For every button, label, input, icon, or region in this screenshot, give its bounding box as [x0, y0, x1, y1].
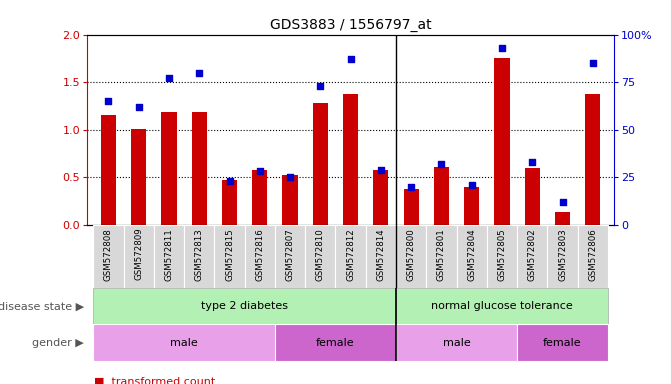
Point	[587, 60, 598, 66]
Text: male: male	[443, 338, 470, 348]
Text: GSM572803: GSM572803	[558, 228, 567, 281]
Text: GSM572804: GSM572804	[467, 228, 476, 281]
Bar	[93, 324, 275, 361]
Bar	[396, 324, 517, 361]
Text: GSM572813: GSM572813	[195, 228, 204, 281]
Text: GSM572806: GSM572806	[588, 228, 597, 281]
Point	[224, 178, 235, 184]
Point	[254, 168, 265, 174]
Bar	[123, 225, 154, 288]
Bar	[517, 324, 608, 361]
Point	[194, 70, 205, 76]
Bar	[245, 225, 275, 288]
Bar	[366, 225, 396, 288]
Bar	[305, 225, 336, 288]
Text: GSM572800: GSM572800	[407, 228, 415, 281]
Bar	[214, 225, 245, 288]
Text: type 2 diabetes: type 2 diabetes	[201, 301, 288, 311]
Bar	[275, 225, 305, 288]
Bar	[585, 94, 601, 225]
Point	[466, 182, 477, 188]
Bar	[396, 225, 426, 288]
Bar	[517, 225, 548, 288]
Point	[346, 56, 356, 62]
Bar	[495, 58, 509, 225]
Point	[557, 199, 568, 205]
Title: GDS3883 / 1556797_at: GDS3883 / 1556797_at	[270, 18, 431, 32]
Text: female: female	[316, 338, 355, 348]
Bar	[548, 225, 578, 288]
Bar	[373, 170, 389, 225]
Bar	[525, 168, 539, 225]
Text: GSM572811: GSM572811	[164, 228, 174, 281]
Point	[376, 166, 386, 172]
Bar	[456, 225, 487, 288]
Bar	[162, 111, 176, 225]
Text: GSM572801: GSM572801	[437, 228, 446, 281]
Bar	[403, 189, 419, 225]
Point	[285, 174, 295, 180]
Bar	[434, 167, 449, 225]
Text: GSM572810: GSM572810	[316, 228, 325, 281]
Bar	[184, 225, 214, 288]
Bar	[464, 187, 479, 225]
Point	[436, 161, 447, 167]
Text: GSM572814: GSM572814	[376, 228, 385, 281]
Bar	[93, 288, 396, 324]
Text: GSM572809: GSM572809	[134, 228, 143, 280]
Bar	[426, 225, 456, 288]
Text: GSM572807: GSM572807	[286, 228, 295, 281]
Bar	[101, 115, 116, 225]
Text: normal glucose tolerance: normal glucose tolerance	[431, 301, 573, 311]
Text: GSM572808: GSM572808	[104, 228, 113, 281]
Point	[315, 83, 325, 89]
Bar	[282, 175, 298, 225]
Text: female: female	[544, 338, 582, 348]
Bar	[252, 169, 267, 225]
Text: gender ▶: gender ▶	[32, 338, 84, 348]
Bar	[313, 103, 328, 225]
Text: GSM572815: GSM572815	[225, 228, 234, 281]
Point	[527, 159, 537, 165]
Text: male: male	[170, 338, 198, 348]
Point	[103, 98, 114, 104]
Bar	[343, 94, 358, 225]
Bar	[93, 225, 123, 288]
Point	[406, 184, 417, 190]
Point	[497, 45, 507, 51]
Text: disease state ▶: disease state ▶	[0, 301, 84, 311]
Bar	[222, 180, 237, 225]
Bar	[578, 225, 608, 288]
Bar	[154, 225, 184, 288]
Text: GSM572802: GSM572802	[527, 228, 537, 281]
Bar	[487, 225, 517, 288]
Text: GSM572812: GSM572812	[346, 228, 355, 281]
Bar	[192, 111, 207, 225]
Bar	[555, 212, 570, 225]
Bar	[275, 324, 396, 361]
Bar	[396, 288, 608, 324]
Bar	[131, 129, 146, 225]
Bar	[336, 225, 366, 288]
Text: GSM572816: GSM572816	[255, 228, 264, 281]
Text: ■  transformed count: ■ transformed count	[94, 376, 215, 384]
Point	[134, 104, 144, 110]
Point	[164, 75, 174, 81]
Text: GSM572805: GSM572805	[497, 228, 507, 281]
